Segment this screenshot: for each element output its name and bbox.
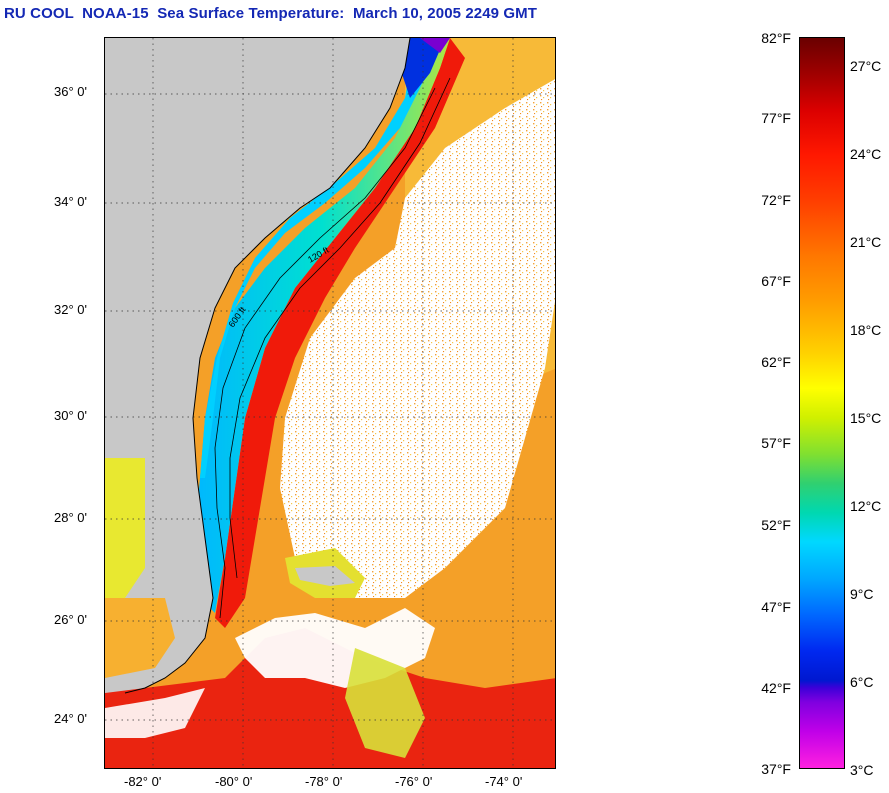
colorbar-f-label: 42°F bbox=[761, 680, 791, 696]
isobath-contours bbox=[214, 77, 451, 619]
colorbar-f-label: 82°F bbox=[761, 30, 791, 46]
colorbar-f-label: 47°F bbox=[761, 599, 791, 615]
grand-bahama-island bbox=[295, 566, 355, 586]
lon-label: -78° 0' bbox=[305, 774, 343, 789]
lat-label: 28° 0' bbox=[54, 510, 87, 525]
coldest-water bbox=[400, 38, 445, 98]
lat-label: 26° 0' bbox=[54, 612, 87, 627]
keys-clouds bbox=[105, 688, 205, 738]
lon-label: -82° 0' bbox=[124, 774, 162, 789]
cloud-region bbox=[280, 79, 555, 598]
land-mainland bbox=[105, 38, 410, 693]
colorbar-f-label: 77°F bbox=[761, 110, 791, 126]
lat-label: 32° 0' bbox=[54, 302, 87, 317]
lat-label: 36° 0' bbox=[54, 84, 87, 99]
map-title: RU COOL NOAA-15 Sea Surface Temperature:… bbox=[4, 5, 538, 22]
colorbar-f-label: 67°F bbox=[761, 273, 791, 289]
colorbar-f-label: 57°F bbox=[761, 435, 791, 451]
lat-label: 34° 0' bbox=[54, 194, 87, 209]
colorbar-f-label: 52°F bbox=[761, 517, 791, 533]
great-bahama-bank bbox=[345, 648, 425, 758]
coldest-water-purple bbox=[420, 38, 450, 53]
lon-label: -80° 0' bbox=[215, 774, 253, 789]
colorbar-c-label: 24°C bbox=[850, 146, 882, 162]
lon-label: -76° 0' bbox=[395, 774, 433, 789]
colorbar-c-label: 9°C bbox=[850, 586, 874, 602]
colorbar-c-label: 18°C bbox=[850, 322, 882, 338]
lat-label: 30° 0' bbox=[54, 408, 87, 423]
colorbar-f-label: 62°F bbox=[761, 354, 791, 370]
gulf-stream bbox=[215, 38, 465, 628]
colorbar-f-label: 37°F bbox=[761, 761, 791, 777]
lat-label: 24° 0' bbox=[54, 711, 87, 726]
temperature-colorbar bbox=[799, 37, 845, 769]
shelf-water bbox=[195, 38, 450, 613]
gulf-of-mexico-south bbox=[105, 598, 175, 678]
graticule bbox=[105, 38, 555, 768]
sst-map[interactable]: 120 ft 600 ft bbox=[104, 37, 556, 769]
colorbar-f-label: 72°F bbox=[761, 192, 791, 208]
colorbar-c-label: 27°C bbox=[850, 58, 882, 74]
colorbar-c-label: 21°C bbox=[850, 234, 882, 250]
coastline bbox=[124, 38, 411, 694]
colorbar-c-label: 6°C bbox=[850, 674, 874, 690]
lon-label: -74° 0' bbox=[485, 774, 523, 789]
gulf-of-mexico bbox=[105, 458, 145, 598]
sst-map-image: 120 ft 600 ft bbox=[105, 38, 555, 768]
colorbar-c-label: 12°C bbox=[850, 498, 882, 514]
cold-shelf bbox=[200, 38, 440, 478]
colorbar-c-label: 3°C bbox=[850, 762, 874, 778]
colorbar-c-label: 15°C bbox=[850, 410, 882, 426]
florida-straits bbox=[105, 628, 555, 768]
